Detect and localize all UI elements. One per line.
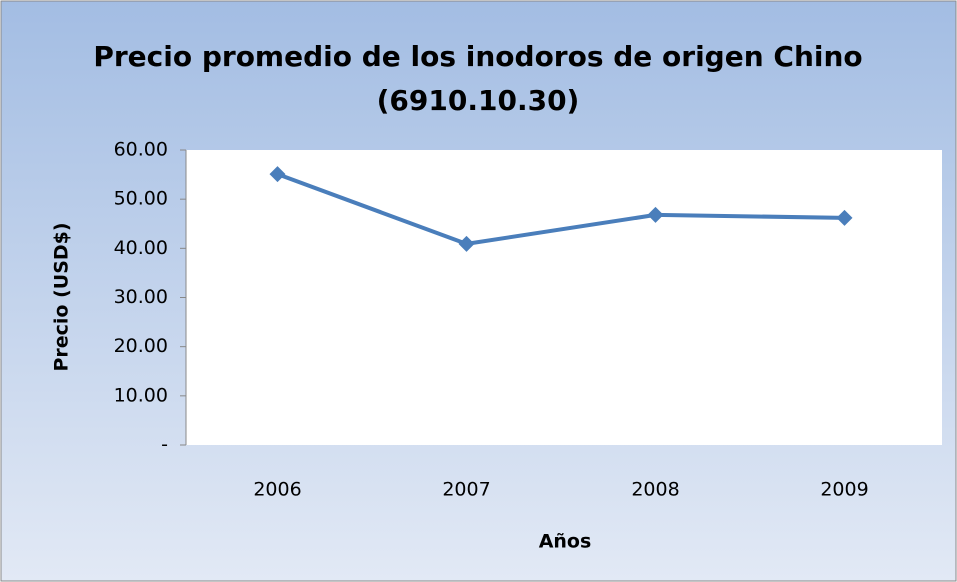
plot-area: [186, 150, 942, 445]
line: [276, 172, 845, 246]
x-tick-label: 2009: [820, 479, 868, 501]
y-tick-label: 30.00: [114, 286, 168, 308]
x-tick-label: 2008: [631, 479, 679, 501]
marker: [269, 166, 286, 183]
marker: [458, 235, 475, 252]
y-tick-label: 20.00: [114, 335, 168, 357]
y-tick-label: -: [161, 434, 168, 456]
marker: [836, 209, 853, 226]
marker: [647, 206, 664, 223]
y-axis-label: Precio (USD$): [51, 222, 73, 371]
x-axis-label: Años: [539, 531, 592, 553]
x-tick-label: 2006: [253, 479, 301, 501]
y-tick-label: 10.00: [114, 384, 168, 406]
y-tick-label: 40.00: [114, 237, 168, 259]
chart-title: Precio promedio de los inodoros de orige…: [93, 40, 862, 73]
chart-title: (6910.10.30): [377, 84, 580, 117]
x-tick-label: 2007: [442, 479, 490, 501]
y-tick-label: 50.00: [114, 188, 168, 210]
y-tick-label: 60.00: [114, 139, 168, 161]
